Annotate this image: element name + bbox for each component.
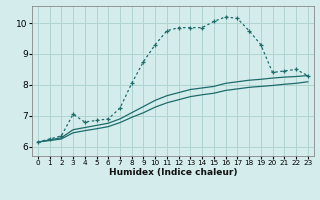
X-axis label: Humidex (Indice chaleur): Humidex (Indice chaleur) [108,168,237,177]
